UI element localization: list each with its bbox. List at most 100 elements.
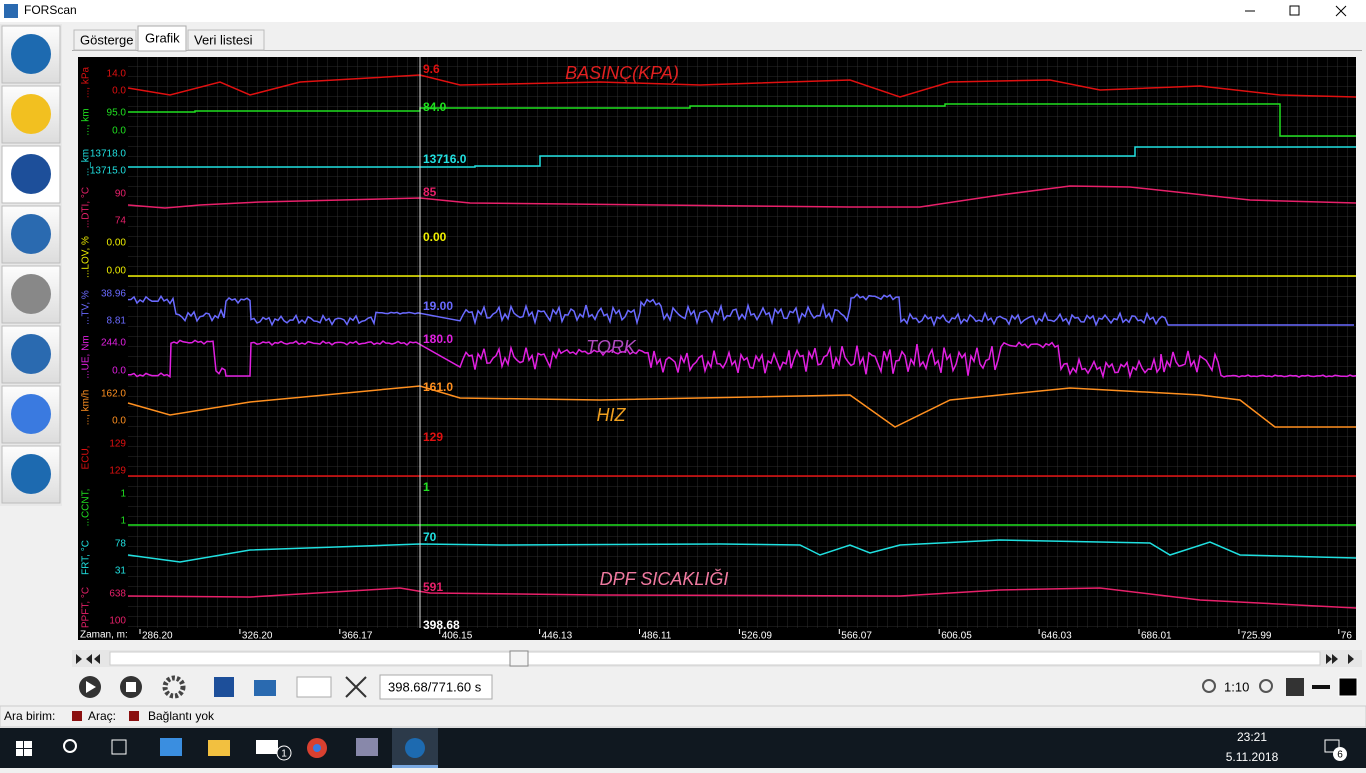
cursor-value: 9.6 <box>423 62 440 76</box>
tab-active[interactable] <box>137 25 187 52</box>
scroll-track[interactable] <box>109 651 1321 666</box>
lane-tick: 1 <box>120 489 126 500</box>
tab-label[interactable]: Veri listesi <box>194 32 253 47</box>
tab-label[interactable]: Grafik <box>145 30 180 45</box>
lane-tick: 1 <box>120 516 126 527</box>
sidebar-icon <box>11 334 51 374</box>
lane-tick: 8.81 <box>107 316 127 327</box>
lane-tick: 95.0 <box>107 108 127 119</box>
tool[interactable] <box>1312 685 1330 689</box>
sidebar-icon <box>11 454 51 494</box>
taskbar-icons <box>16 728 438 768</box>
tab-label[interactable]: Gösterge <box>80 32 133 47</box>
clock-time: 23:21 <box>1237 730 1267 744</box>
status-connection: Bağlantı yok <box>148 709 215 723</box>
clear[interactable] <box>345 676 367 698</box>
lane-label: PPFT, °C <box>81 587 92 628</box>
lane-tick: 0.0 <box>112 126 126 137</box>
search[interactable] <box>63 739 77 753</box>
sidebar-icon <box>11 274 51 314</box>
scroll-right[interactable] <box>1326 654 1354 664</box>
cursor-value: 19.00 <box>423 299 453 313</box>
time-tick-label: 446.13 <box>542 631 573 642</box>
cursor-value: 85 <box>423 185 437 199</box>
notification-count: 6 <box>1337 750 1343 761</box>
lane-label: ...TV, % <box>81 290 92 325</box>
status-led <box>72 711 82 721</box>
time-tick-label: 566.07 <box>841 631 872 642</box>
cursor-value: 180.0 <box>423 332 453 346</box>
lane-label: ECU, <box>81 446 92 470</box>
badge <box>276 745 292 761</box>
tool[interactable] <box>1338 677 1358 697</box>
cursor-value: 13716.0 <box>423 152 467 166</box>
mail[interactable] <box>256 740 278 754</box>
lane-tick: 14.0 <box>107 69 127 80</box>
zoom-out[interactable] <box>1202 679 1216 693</box>
time-tick-label: 286.20 <box>142 631 173 642</box>
title-bar <box>0 0 1366 22</box>
cursor-value: 591 <box>423 580 443 594</box>
lane-label: ...LOV, % <box>81 236 92 278</box>
open[interactable] <box>254 680 276 696</box>
lane-tick: 90 <box>115 189 127 200</box>
trace <box>128 103 1356 137</box>
tool[interactable] <box>1286 678 1304 696</box>
scroll-thumb[interactable] <box>509 650 529 667</box>
mail-badge: 1 <box>281 749 287 760</box>
trace <box>127 339 1357 380</box>
explorer[interactable] <box>208 740 230 756</box>
start[interactable] <box>16 741 32 756</box>
lane-tick: 13715.0 <box>90 166 127 177</box>
lane-tick: 638 <box>109 589 126 600</box>
lane-tick: 162.0 <box>101 389 126 400</box>
annotation: BASINÇ(KPA) <box>565 63 679 83</box>
settings[interactable] <box>162 675 186 699</box>
tab-line <box>72 50 1362 51</box>
sidebar <box>0 24 62 506</box>
task-view[interactable] <box>111 739 127 755</box>
lane-label: ..._km <box>81 149 92 176</box>
tab[interactable] <box>187 29 265 51</box>
sidebar-icon <box>11 394 51 434</box>
time-tick-label: 326.20 <box>242 631 273 642</box>
lane-tick: 0.0 <box>112 416 126 427</box>
close[interactable] <box>1335 5 1347 17</box>
grid <box>128 57 1356 628</box>
trace <box>127 74 1357 98</box>
lane-label: ..., kPa <box>81 67 92 99</box>
tab[interactable] <box>73 29 137 51</box>
lane-tick: 78 <box>115 539 127 550</box>
trace <box>127 293 1354 328</box>
save[interactable] <box>214 677 234 697</box>
scroll-left[interactable] <box>76 654 100 664</box>
cursor-value: 161.0 <box>423 380 453 394</box>
app-icon <box>4 4 18 18</box>
position: 398.68/771.60 s <box>388 679 482 694</box>
zoom-in[interactable] <box>1259 679 1273 693</box>
sidebar-icon <box>11 154 51 194</box>
time-tick-label: 526.09 <box>741 631 772 642</box>
lane-label: ...UE, Nm <box>81 335 92 378</box>
trace <box>127 539 1357 563</box>
lane-tick: 38.96 <box>101 289 126 300</box>
dropdown[interactable] <box>296 676 332 698</box>
sidebar-icon <box>11 94 51 134</box>
window-title: FORScan <box>24 3 77 17</box>
lane-label: ..., km/h <box>81 390 92 426</box>
zoom: 1:10 <box>1224 679 1249 694</box>
lane-label: ...DTI, °C <box>81 187 92 228</box>
app[interactable] <box>160 738 182 756</box>
toolbar: 398.68/771.60 s 1:10 <box>79 674 1358 700</box>
lane-label: ..., km <box>81 108 92 135</box>
maximize[interactable] <box>1289 5 1300 16</box>
badge <box>1333 747 1347 761</box>
app[interactable] <box>356 738 378 756</box>
lane-tick: 0.00 <box>107 238 127 249</box>
annotation: TORK <box>586 337 637 357</box>
lane-tick: 0.0 <box>112 86 126 97</box>
cursor-value: 129 <box>423 430 443 444</box>
status-led <box>129 711 139 721</box>
notifications[interactable] <box>1324 739 1340 753</box>
